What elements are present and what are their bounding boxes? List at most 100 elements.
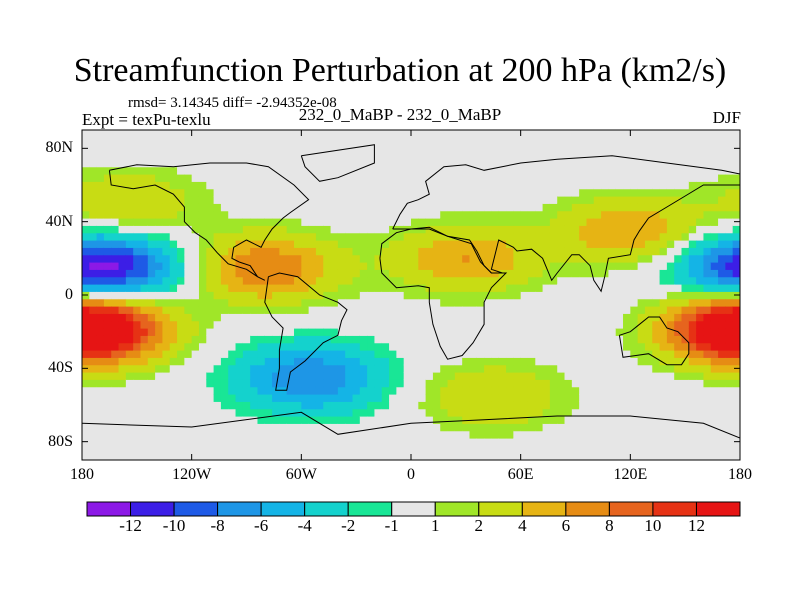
field-cell — [381, 284, 390, 292]
field-cell — [250, 166, 259, 175]
field-cell — [82, 130, 90, 138]
field-cell — [696, 284, 705, 292]
field-cell — [549, 298, 558, 307]
field-cell — [286, 372, 295, 380]
field-cell — [118, 254, 127, 263]
field-cell — [228, 445, 237, 454]
field-cell — [308, 416, 317, 424]
field-cell — [498, 438, 507, 446]
field-cell — [630, 401, 639, 410]
field-cell — [352, 144, 361, 153]
field-cell — [184, 159, 193, 168]
field-cell — [586, 379, 595, 388]
field-cell — [454, 210, 463, 219]
field-cell — [542, 328, 551, 336]
field-cell — [82, 254, 90, 263]
field-cell — [579, 452, 588, 460]
field-cell — [557, 445, 566, 454]
field-cell — [184, 269, 193, 278]
field-cell — [242, 225, 251, 234]
field-cell — [169, 203, 178, 212]
field-cell — [147, 203, 156, 212]
field-cell — [601, 445, 609, 454]
field-cell — [601, 144, 609, 153]
field-cell — [228, 203, 237, 212]
field-cell — [608, 254, 617, 263]
field-cell — [564, 445, 573, 454]
field-cell — [571, 394, 580, 402]
field-cell — [462, 298, 471, 307]
field-cell — [103, 386, 112, 395]
field-cell — [652, 430, 661, 439]
field-cell — [447, 342, 456, 351]
field-cell — [506, 350, 514, 358]
field-cell — [557, 188, 566, 197]
field-cell — [637, 357, 646, 366]
field-cell — [535, 188, 544, 197]
field-cell — [608, 438, 617, 446]
field-cell — [652, 240, 661, 248]
field-cell — [323, 298, 332, 307]
field-cell — [411, 144, 419, 153]
field-cell — [432, 342, 441, 351]
field-cell — [403, 196, 412, 204]
field-cell — [169, 350, 178, 358]
field-cell — [184, 254, 193, 263]
field-cell — [630, 137, 639, 146]
field-cell — [367, 342, 376, 351]
field-cell — [140, 452, 149, 460]
field-cell — [542, 269, 551, 278]
field-cell — [571, 210, 580, 219]
field-cell — [352, 210, 361, 219]
field-cell — [608, 159, 617, 168]
field-cell — [279, 335, 288, 344]
field-cell — [359, 254, 368, 263]
field-cell — [411, 401, 419, 410]
field-cell — [447, 152, 456, 160]
field-cell — [103, 452, 112, 460]
field-cell — [118, 430, 127, 439]
field-cell — [535, 159, 544, 168]
field-cell — [155, 364, 164, 373]
field-cell — [586, 159, 595, 168]
field-cell — [82, 269, 90, 278]
field-cell — [198, 291, 207, 300]
coastline-path — [618, 316, 690, 366]
field-cell — [206, 188, 215, 197]
field-cell — [513, 364, 522, 373]
field-cell — [718, 342, 726, 351]
field-cell — [564, 291, 573, 300]
field-cell — [111, 408, 120, 417]
field-cell — [571, 181, 580, 190]
field-cell — [681, 166, 690, 175]
field-cell — [96, 306, 105, 314]
field-cell — [82, 430, 90, 439]
colorbar-box — [130, 501, 175, 517]
field-cell — [637, 328, 646, 336]
field-cell — [228, 328, 237, 336]
field-cell — [301, 188, 310, 197]
field-cell — [725, 218, 734, 226]
field-cell — [637, 445, 646, 454]
field-cell — [140, 203, 149, 212]
field-cell — [345, 232, 354, 241]
field-cell — [608, 210, 617, 219]
field-cell — [389, 306, 397, 314]
field-cell — [557, 196, 566, 204]
field-cell — [579, 438, 588, 446]
field-cell — [623, 196, 631, 204]
field-cell — [440, 203, 449, 212]
field-cell — [454, 357, 463, 366]
field-cell — [454, 430, 463, 439]
field-cell — [242, 401, 251, 410]
field-cell — [403, 328, 412, 336]
field-cell — [462, 166, 471, 175]
field-cell — [681, 284, 690, 292]
field-cell — [403, 350, 412, 358]
field-cell — [630, 203, 639, 212]
field-cell — [476, 144, 485, 153]
field-cell — [586, 416, 595, 424]
field-cell — [476, 452, 485, 460]
field-cell — [140, 130, 149, 138]
field-cell — [213, 130, 222, 138]
